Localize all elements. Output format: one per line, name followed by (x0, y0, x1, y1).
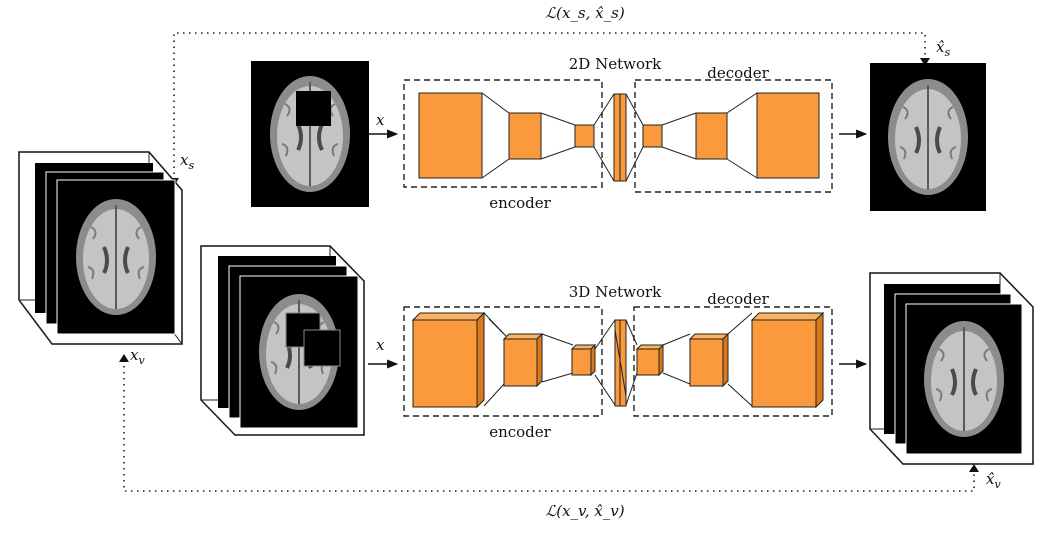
network-2d-connectors (481, 92, 758, 182)
output-volume-3d (869, 272, 1034, 465)
encoder-2d-box (403, 79, 603, 188)
decoder-3d-label: decoder (707, 290, 769, 308)
x-input-3d-label: x (376, 336, 385, 354)
enc3d-layer-2 (502, 332, 544, 388)
x-hat-s-label: x̂s (936, 38, 950, 59)
decoder-2d-box (634, 79, 833, 193)
dec2d-layer-1 (642, 124, 663, 148)
bottleneck-3d (614, 319, 627, 407)
dec2d-layer-3 (756, 92, 820, 179)
loss-slice-label: ℒ(x_s, x̂_s) (545, 4, 625, 22)
decoder-2d-label: decoder (707, 64, 769, 82)
x-s-label: xs (180, 151, 194, 172)
dec3d-layer-2 (688, 332, 730, 388)
encoder-3d-label: encoder (489, 423, 551, 441)
x-v-label: xv (130, 346, 145, 367)
dec3d-layer-3 (750, 311, 825, 409)
input-volume-stack (18, 151, 183, 345)
loss-loop-volume (119, 354, 979, 492)
loss-volume-label: ℒ(x_v, x̂_v) (545, 502, 624, 520)
x-hat-v-label: x̂v (986, 470, 1001, 491)
enc3d-layer-1 (411, 311, 486, 409)
masked-slice-2d (251, 61, 369, 207)
network-3d-layers (411, 311, 825, 409)
network-3d-title: 3D Network (569, 283, 662, 301)
x-input-2d-label: x (376, 111, 385, 129)
masked-volume-3d (200, 245, 365, 436)
enc2d-layer-2 (508, 112, 542, 160)
dec2d-layer-2 (695, 112, 728, 160)
network-2d-title: 2D Network (569, 55, 662, 73)
output-slice-2d (870, 63, 986, 211)
encoder-2d-label: encoder (489, 194, 551, 212)
network-3d-connectors (483, 312, 753, 407)
dec3d-layer-1 (635, 343, 665, 377)
network-2d-layers (418, 92, 820, 182)
enc2d-layer-3 (574, 124, 595, 148)
encoder-3d-box (403, 306, 603, 417)
decoder-3d-box (633, 306, 833, 417)
enc2d-layer-1 (418, 92, 483, 179)
enc3d-layer-3 (570, 343, 597, 377)
